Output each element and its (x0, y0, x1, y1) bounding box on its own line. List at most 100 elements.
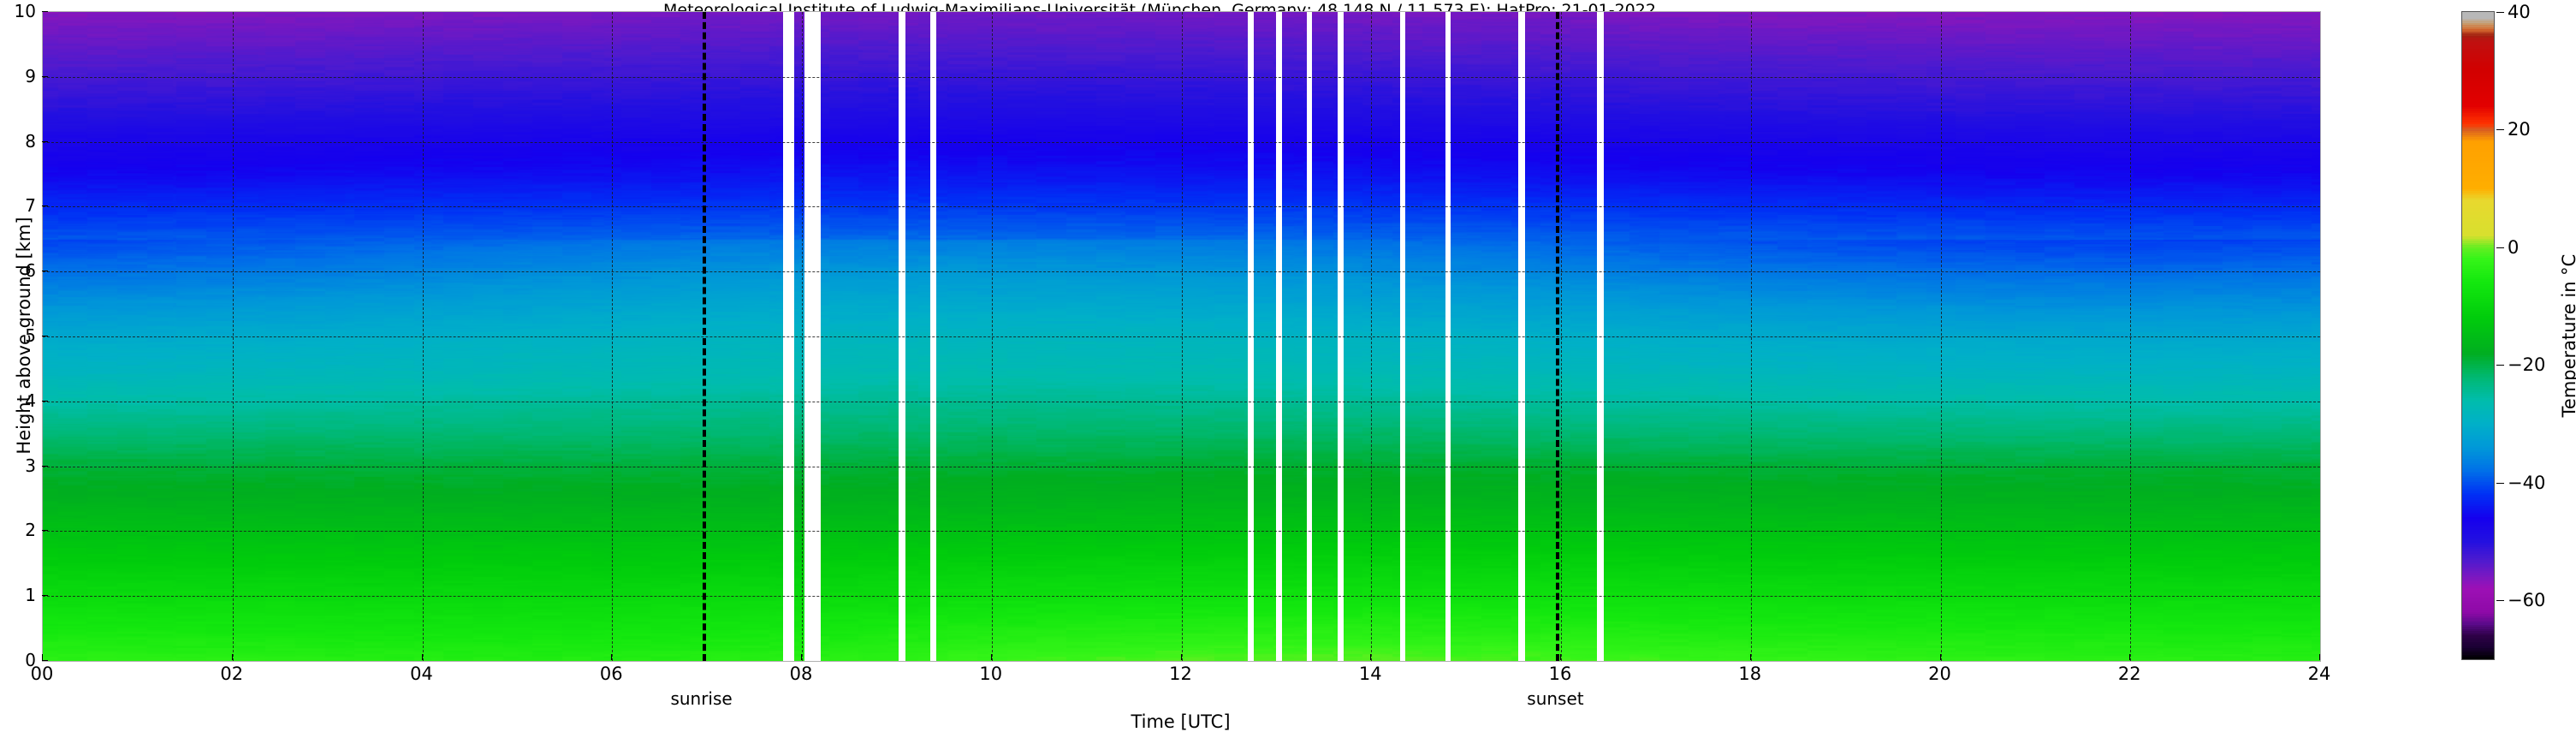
colorbar-segment (2462, 519, 2494, 522)
colorbar-segment (2462, 258, 2494, 261)
event-label-sunrise: sunrise (670, 688, 733, 709)
colorbar-segment (2462, 577, 2494, 580)
x-tick-label: 24 (2307, 664, 2331, 684)
x-tick-label: 08 (789, 664, 813, 684)
colorbar-segment (2462, 510, 2494, 514)
colorbar-segment (2462, 568, 2494, 572)
colorbar-segment (2462, 110, 2494, 115)
colorbar-segment (2462, 158, 2494, 162)
colorbar-segment (2462, 488, 2494, 492)
gridline-vertical (232, 12, 234, 661)
colorbar-segment (2462, 353, 2494, 356)
colorbar-segment (2462, 354, 2494, 359)
colorbar-segment (2462, 12, 2494, 15)
colorbar-segment (2462, 283, 2494, 288)
colorbar-segment (2462, 236, 2494, 240)
gridline-vertical (612, 12, 614, 661)
colorbar-segment (2462, 542, 2494, 546)
colorbar-segment (2462, 85, 2494, 89)
colorbar-segment (2462, 264, 2494, 268)
colorbar-segment (2462, 394, 2494, 397)
colorbar-segment (2462, 603, 2494, 606)
gridline-vertical (1940, 12, 1942, 661)
x-tick-mark (231, 654, 233, 660)
colorbar-segment (2462, 533, 2494, 538)
x-tick-mark (42, 654, 43, 660)
colorbar (2461, 11, 2495, 660)
colorbar-segment (2462, 187, 2494, 190)
x-tick-label: 18 (1738, 664, 1762, 684)
colorbar-segment (2462, 320, 2494, 324)
colorbar-segment (2462, 523, 2494, 527)
colorbar-segment (2462, 217, 2494, 220)
colorbar-segment (2462, 154, 2494, 158)
colorbar-segment (2462, 225, 2494, 229)
colorbar-segment (2462, 443, 2494, 447)
colorbar-segment (2462, 307, 2494, 311)
colorbar-segment (2462, 266, 2494, 270)
colorbar-segment (2462, 380, 2494, 384)
colorbar-segment (2462, 359, 2494, 363)
colorbar-segment (2462, 272, 2494, 277)
colorbar-segment (2462, 581, 2494, 585)
colorbar-segment (2462, 253, 2494, 257)
colorbar-segment (2462, 579, 2494, 583)
colorbar-segment (2462, 469, 2494, 473)
colorbar-segment (2462, 208, 2494, 211)
colorbar-segment (2462, 167, 2494, 170)
colorbar-segment (2462, 532, 2494, 535)
colorbar-segment (2462, 143, 2494, 147)
colorbar-segment (2462, 641, 2494, 646)
colorbar-segment (2462, 330, 2494, 335)
colorbar-segment (2462, 104, 2494, 108)
colorbar-segment (2462, 324, 2494, 328)
colorbar-segment (2462, 529, 2494, 533)
colorbar-segment (2462, 566, 2494, 570)
colorbar-segment (2462, 176, 2494, 180)
colorbar-segment (2462, 21, 2494, 24)
colorbar-segment (2462, 210, 2494, 214)
colorbar-segment (2462, 228, 2494, 231)
colorbar-segment (2462, 574, 2494, 579)
colorbar-segment (2462, 193, 2494, 197)
colorbar-segment (2462, 611, 2494, 616)
colorbar-segment (2462, 478, 2494, 481)
colorbar-segment (2462, 133, 2494, 136)
colorbar-segment (2462, 27, 2494, 31)
colorbar-segment (2462, 156, 2494, 160)
colorbar-segment (2462, 432, 2494, 436)
colorbar-segment (2462, 313, 2494, 318)
colorbar-segment (2462, 540, 2494, 544)
colorbar-segment (2462, 620, 2494, 624)
colorbar-title: Temperature in °C (2559, 253, 2576, 418)
colorbar-segment (2462, 549, 2494, 552)
colorbar-segment (2462, 79, 2494, 82)
y-tick-label: 7 (25, 195, 36, 217)
colorbar-segment (2462, 76, 2494, 80)
y-tick-label: 10 (14, 1, 36, 21)
colorbar-segment (2462, 586, 2494, 589)
y-tick-label: 5 (25, 325, 36, 346)
colorbar-segment (2462, 467, 2494, 471)
colorbar-segment (2462, 48, 2494, 52)
colorbar-segment (2462, 560, 2494, 563)
colorbar-segment (2462, 271, 2494, 274)
y-tick-mark (42, 140, 48, 142)
colorbar-segment (2462, 171, 2494, 175)
colorbar-segment (2462, 551, 2494, 555)
colorbar-segment (2462, 421, 2494, 426)
colorbar-segment (2462, 309, 2494, 313)
colorbar-segment (2462, 87, 2494, 91)
colorbar-tick-mark (2496, 482, 2504, 484)
colorbar-segment (2462, 147, 2494, 152)
colorbar-segment (2462, 316, 2494, 319)
colorbar-segment (2462, 471, 2494, 475)
colorbar-segment (2462, 74, 2494, 78)
colorbar-segment (2462, 627, 2494, 630)
colorbar-segment (2462, 223, 2494, 227)
colorbar-segment (2462, 180, 2494, 184)
colorbar-tick-label: 20 (2508, 119, 2531, 140)
colorbar-segment (2462, 137, 2494, 140)
colorbar-segment (2462, 342, 2494, 346)
colorbar-segment (2462, 372, 2494, 376)
